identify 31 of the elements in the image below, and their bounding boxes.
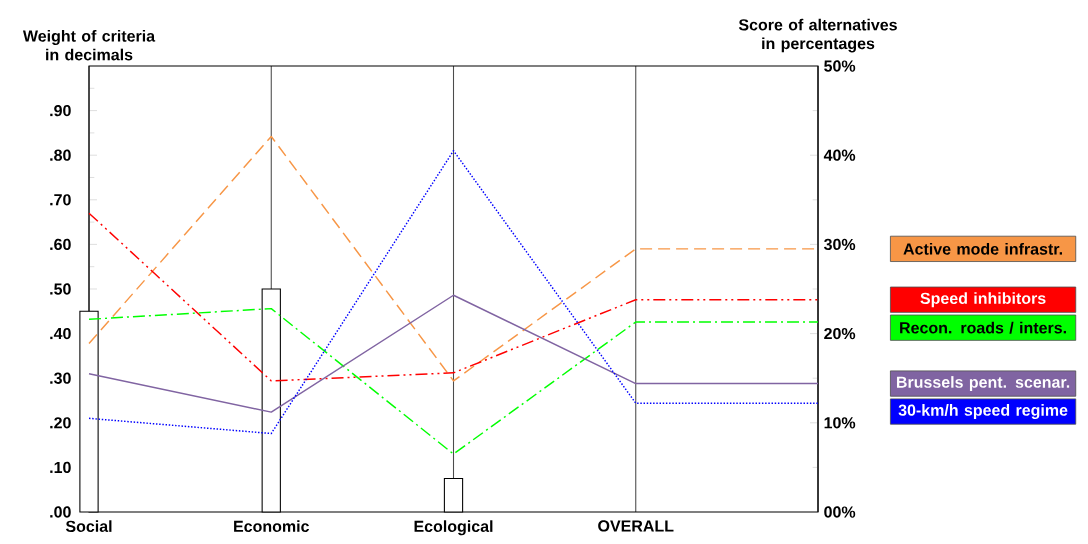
line-series xyxy=(88,294,819,413)
y2-tick-label: 00% xyxy=(824,506,856,518)
y-tick-label: .00 xyxy=(50,506,71,518)
y-tick-label: .20 xyxy=(50,417,71,429)
y-tick-label: .70 xyxy=(50,194,71,206)
y-tick-label: .80 xyxy=(50,149,71,161)
y2-tick-label: 50% xyxy=(824,60,856,72)
y-tick-label: .30 xyxy=(50,372,71,384)
text: Speed inhibitors xyxy=(920,292,1046,308)
line-series xyxy=(88,307,819,455)
y-tick-label: .40 xyxy=(50,327,71,340)
line-series xyxy=(88,150,819,435)
y2-tick-label: 40% xyxy=(823,149,856,161)
text: Brussels pent. scenar. xyxy=(896,376,1070,392)
x-tick-label: Social xyxy=(65,520,112,533)
text: Recon. roads / inters. xyxy=(900,321,1066,334)
y2-tick-label: 20% xyxy=(824,327,856,340)
y-tick-label: .50 xyxy=(50,283,71,295)
x-tick-label: Economic xyxy=(234,520,310,533)
text: 30-km/h speed regime xyxy=(898,404,1068,420)
y-tick-label: .60 xyxy=(50,238,71,251)
y-tick-label: .90 xyxy=(50,104,71,117)
line-series xyxy=(88,212,819,382)
y2-tick-label: 10% xyxy=(824,417,856,429)
y2-tick-label: 30% xyxy=(823,238,856,251)
y-tick-label: .10 xyxy=(50,461,71,474)
y-axis-title: Weight of criteria in decimals xyxy=(22,29,156,61)
y2-axis-title: Score of alternatives in percentages xyxy=(738,18,897,53)
x-tick-label: Ecological xyxy=(414,520,493,536)
x-tick-label: OVERALL xyxy=(598,520,674,532)
text: Active mode infrastr. xyxy=(903,243,1062,255)
